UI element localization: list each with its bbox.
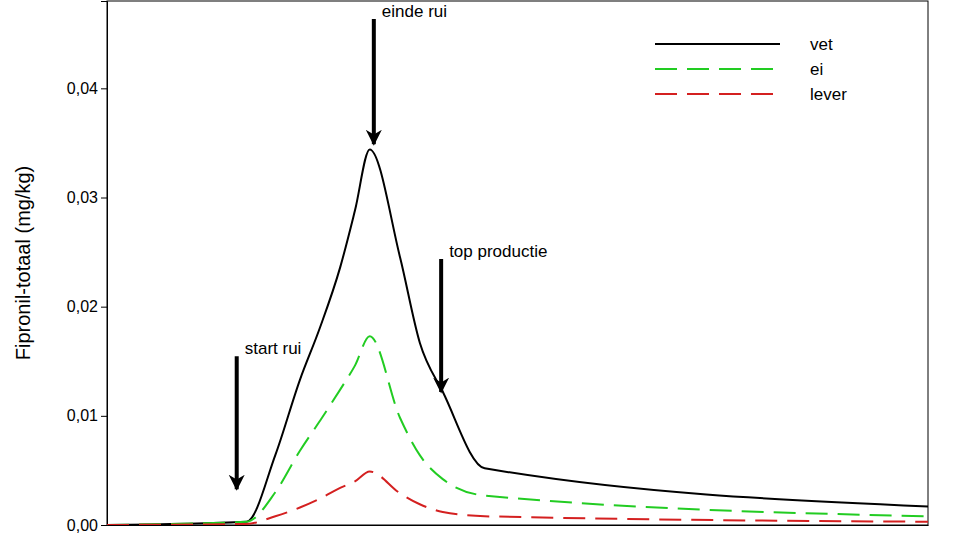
chart: 0,00 0,01 0,02 0,03 0,04 start rui einde rui to… <box>0 0 978 550</box>
annotation-label: einde rui <box>382 2 447 21</box>
y-tick-mark <box>101 525 107 526</box>
y-tick-label: 0,00 <box>67 517 98 534</box>
legend-label: lever <box>810 85 847 104</box>
annotation-label: top productie <box>449 242 547 261</box>
series-line <box>107 149 928 525</box>
y-tick: 0,01 <box>67 407 107 424</box>
y-tick: 0,04 <box>67 80 107 97</box>
series-group <box>107 149 928 525</box>
y-tick: 0,02 <box>67 298 107 315</box>
plot: 0,00 0,01 0,02 0,03 0,04 <box>67 1 929 534</box>
y-tick-mark <box>101 307 107 308</box>
x-axis <box>108 525 929 526</box>
y-axis-line <box>101 2 108 526</box>
legend-swatch <box>655 93 780 95</box>
y-axis: 0,00 0,01 0,02 0,03 0,04 <box>67 2 108 534</box>
annotation-arrow <box>235 356 239 489</box>
y-tick-label: 0,04 <box>67 80 98 97</box>
series-line <box>107 472 928 525</box>
x-axis-line <box>108 525 929 526</box>
legend: vet ei lever <box>655 35 847 104</box>
y-tick: 0,03 <box>67 189 107 206</box>
annotation-label: start rui <box>245 339 302 358</box>
plot-frame <box>107 1 928 525</box>
y-axis-title: Fipronil-totaal (mg/kg) <box>12 166 34 361</box>
y-tick-mark <box>101 416 107 417</box>
y-tick-mark <box>101 198 107 199</box>
y-tick: 0,00 <box>67 517 107 534</box>
y-tick-mark <box>101 88 107 89</box>
y-tick-label: 0,03 <box>67 189 98 206</box>
legend-swatch <box>655 68 780 70</box>
annotation-arrow <box>439 259 443 392</box>
series-line <box>107 336 928 525</box>
legend-label: vet <box>810 35 833 54</box>
legend-swatch <box>655 43 780 45</box>
annotations: start rui einde rui top productie <box>237 2 548 489</box>
y-tick-label: 0,01 <box>67 407 98 424</box>
y-tick-label: 0,02 <box>67 298 98 315</box>
annotation-arrow <box>372 19 376 144</box>
legend-label: ei <box>810 60 823 79</box>
